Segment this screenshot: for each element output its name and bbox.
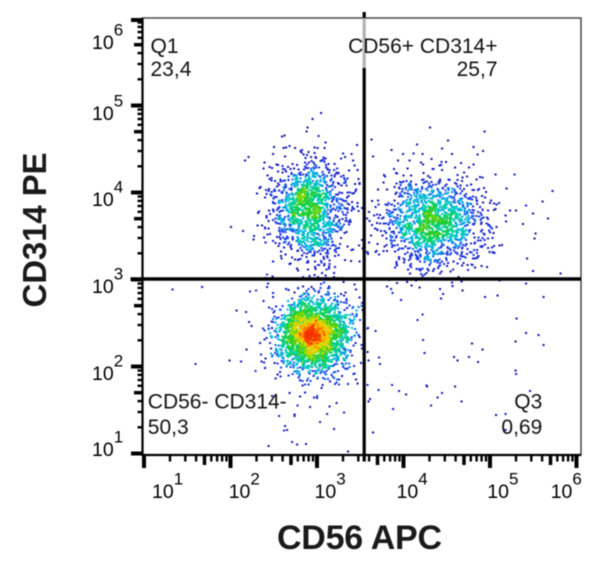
svg-text:CD56 APC: CD56 APC <box>277 519 442 557</box>
svg-text:101: 101 <box>152 470 183 504</box>
svg-text:106: 106 <box>551 470 582 504</box>
svg-text:106: 106 <box>92 21 123 55</box>
svg-text:105: 105 <box>92 92 123 126</box>
svg-text:CD314 PE: CD314 PE <box>16 153 53 308</box>
svg-text:Q3: Q3 <box>514 391 542 414</box>
svg-text:Q1: Q1 <box>151 35 179 58</box>
svg-text:23,4: 23,4 <box>151 58 192 81</box>
svg-text:CD56- CD314-: CD56- CD314- <box>148 391 287 414</box>
svg-text:50,3: 50,3 <box>148 416 189 439</box>
svg-text:104: 104 <box>397 470 428 504</box>
svg-text:101: 101 <box>92 428 123 462</box>
svg-text:105: 105 <box>487 470 518 504</box>
svg-text:102: 102 <box>92 352 123 386</box>
svg-text:CD56+ CD314+: CD56+ CD314+ <box>348 35 497 58</box>
svg-text:102: 102 <box>229 470 260 504</box>
svg-text:103: 103 <box>315 470 346 504</box>
svg-text:0,69: 0,69 <box>501 416 542 439</box>
svg-text:103: 103 <box>92 265 123 299</box>
svg-text:25,7: 25,7 <box>457 58 498 81</box>
svg-text:104: 104 <box>92 178 123 212</box>
